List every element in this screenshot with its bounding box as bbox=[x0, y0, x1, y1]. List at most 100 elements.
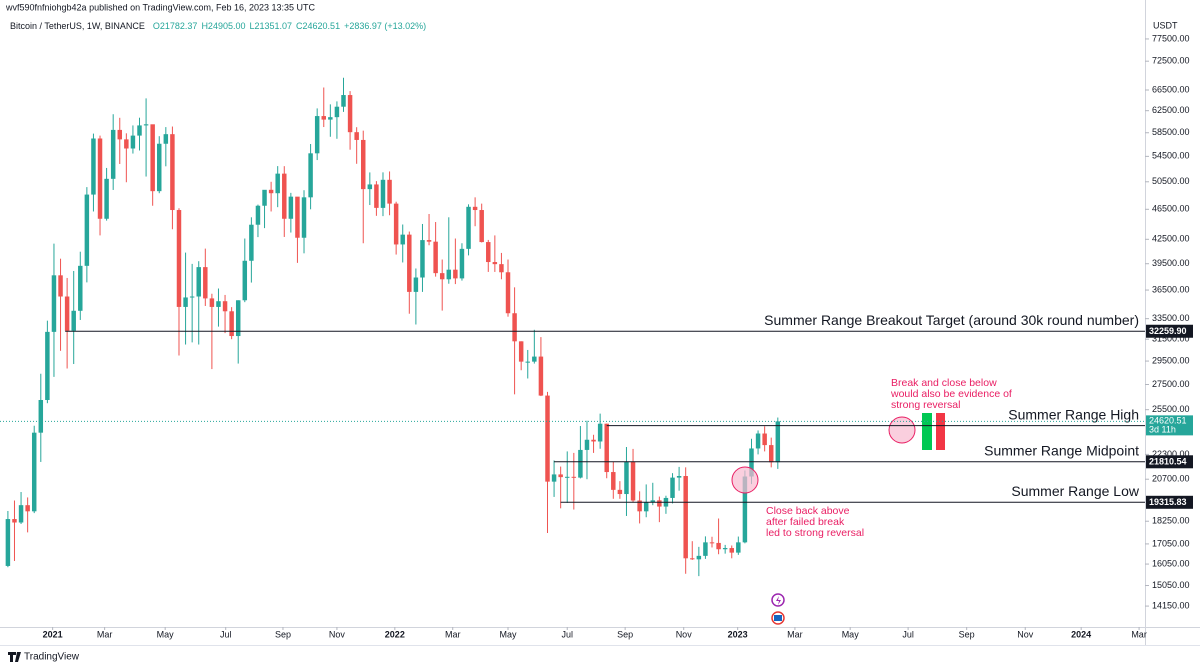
candle-body bbox=[84, 194, 90, 266]
candle-body bbox=[163, 134, 169, 144]
candle-body bbox=[380, 179, 386, 208]
candle-body bbox=[650, 500, 656, 503]
candle-body bbox=[486, 242, 491, 263]
event-icon-glyph bbox=[776, 596, 781, 605]
candle-body bbox=[591, 439, 596, 442]
candle-body bbox=[505, 272, 511, 314]
candle-body bbox=[328, 117, 333, 120]
last-price-box bbox=[1146, 415, 1193, 436]
candle-body bbox=[229, 311, 234, 337]
candle-body bbox=[5, 519, 11, 566]
candle-body bbox=[709, 542, 715, 544]
candle-body bbox=[716, 542, 721, 550]
candle-body bbox=[282, 173, 287, 219]
candle-body bbox=[209, 298, 215, 307]
ohlc-high: H24905.00 bbox=[201, 21, 245, 31]
level-label: Summer Range Low bbox=[1011, 483, 1140, 499]
x-tick-label: Sep bbox=[275, 629, 291, 639]
y-tick-label: 72500.00 bbox=[1152, 56, 1190, 66]
candle-body bbox=[696, 555, 702, 560]
candle-body bbox=[18, 505, 24, 523]
candle-body bbox=[275, 173, 280, 194]
candle-body bbox=[768, 445, 774, 463]
y-tick-label: 16050.00 bbox=[1152, 558, 1190, 568]
annotation: led to strong reversal bbox=[766, 527, 864, 539]
x-tick-label: Nov bbox=[1017, 629, 1034, 639]
candle-body bbox=[137, 125, 142, 136]
publisher-line: wvf590fnfniohgb42a published on TradingV… bbox=[5, 2, 316, 12]
candle-body bbox=[532, 356, 537, 362]
candle-body bbox=[222, 301, 228, 312]
x-tick-label: Mar bbox=[445, 629, 461, 639]
candle-body bbox=[630, 461, 636, 501]
candle-body bbox=[45, 331, 50, 401]
candle-body bbox=[176, 210, 182, 307]
candle-body bbox=[617, 489, 623, 495]
highlight-circle bbox=[888, 416, 916, 444]
level-price-box bbox=[1146, 324, 1193, 338]
candle-body bbox=[604, 423, 609, 473]
candle-body bbox=[12, 519, 17, 523]
candle-body bbox=[130, 135, 136, 149]
candle-body bbox=[545, 395, 550, 482]
candle-body bbox=[670, 477, 675, 498]
annotation: strong reversal bbox=[891, 399, 960, 411]
x-tick-label: May bbox=[157, 629, 175, 639]
candle-body bbox=[439, 273, 445, 280]
candle-body bbox=[558, 474, 563, 478]
candle-body bbox=[453, 269, 458, 279]
candle-body bbox=[38, 400, 44, 433]
level-price-box bbox=[1146, 455, 1193, 469]
y-tick-label: 31500.00 bbox=[1152, 334, 1190, 344]
candle-body bbox=[762, 433, 767, 446]
candle-body bbox=[268, 189, 274, 194]
last-price-label: 24620.51 bbox=[1149, 416, 1187, 426]
candle-body bbox=[31, 432, 37, 512]
candle-body bbox=[729, 548, 734, 553]
x-tick-label: 2023 bbox=[728, 629, 748, 639]
annotation: Break and close below bbox=[891, 377, 997, 389]
y-tick-label: 54500.00 bbox=[1152, 151, 1190, 161]
candle-body bbox=[722, 548, 728, 550]
x-tick-label: Nov bbox=[329, 629, 346, 639]
level-price-box bbox=[1146, 495, 1193, 509]
y-tick-label: 15050.00 bbox=[1152, 580, 1190, 590]
candle-body bbox=[255, 205, 261, 225]
x-tick-label: Sep bbox=[617, 629, 633, 639]
candle-body bbox=[354, 132, 359, 140]
candle-body bbox=[551, 474, 557, 482]
candle-body bbox=[104, 178, 109, 219]
candle-body bbox=[643, 502, 649, 512]
candle-body bbox=[597, 423, 603, 442]
candle-body bbox=[420, 240, 425, 278]
candle-body bbox=[433, 241, 438, 274]
level-price-label: 21810.54 bbox=[1149, 457, 1187, 467]
illustration-candle bbox=[922, 413, 932, 450]
y-tick-label: 50500.00 bbox=[1152, 176, 1190, 186]
candle-body bbox=[110, 129, 116, 179]
candle-body bbox=[196, 267, 201, 297]
x-tick-label: 2022 bbox=[385, 629, 405, 639]
candle-body bbox=[249, 224, 254, 261]
candle-body bbox=[314, 116, 320, 154]
candle-body bbox=[242, 260, 248, 301]
candle-body bbox=[472, 206, 478, 211]
candle-body bbox=[578, 449, 583, 478]
candle-body bbox=[189, 296, 195, 298]
candle-body bbox=[157, 143, 162, 192]
x-tick-label: May bbox=[500, 629, 518, 639]
candle-body bbox=[518, 341, 524, 362]
candle-body bbox=[492, 262, 498, 265]
x-tick-label: Mar bbox=[1131, 629, 1147, 639]
candle-body bbox=[683, 476, 688, 559]
candle-body bbox=[321, 116, 326, 120]
y-tick-label: 29500.00 bbox=[1152, 355, 1190, 365]
y-tick-label: 36500.00 bbox=[1152, 284, 1190, 294]
candle-body bbox=[262, 189, 267, 206]
y-tick-label: 39500.00 bbox=[1152, 258, 1190, 268]
candle-body bbox=[143, 124, 149, 126]
x-tick-label: Mar bbox=[97, 629, 113, 639]
candle-body bbox=[235, 300, 241, 337]
y-tick-label: 25500.00 bbox=[1152, 404, 1190, 414]
